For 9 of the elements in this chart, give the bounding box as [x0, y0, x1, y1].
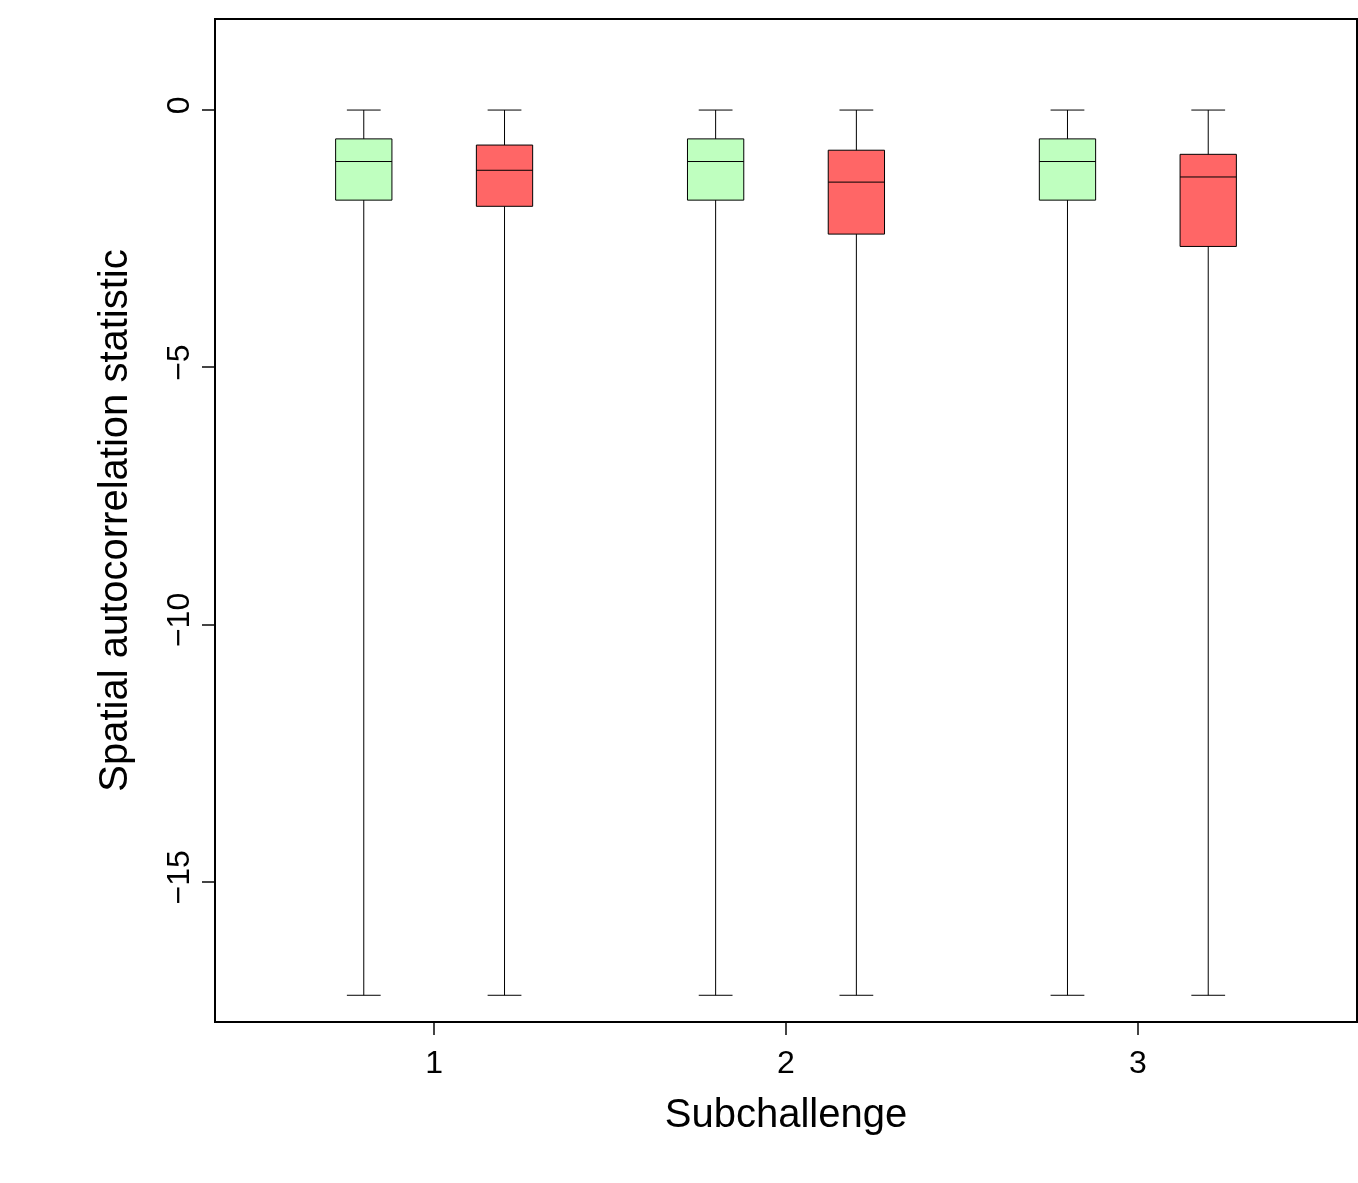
y-tick-label: −10 [160, 592, 197, 648]
x-tick-label: 1 [425, 1044, 444, 1081]
y-axis-title: Spatial autocorrelation statistic [91, 249, 136, 792]
y-tick-label: 0 [160, 96, 197, 115]
y-tick-label: −5 [160, 344, 197, 381]
x-tick-label: 2 [777, 1044, 795, 1081]
x-axis-title: Subchallenge [664, 1091, 908, 1136]
y-tick-label: −15 [160, 850, 197, 905]
x-tick-label: 3 [1128, 1044, 1147, 1081]
